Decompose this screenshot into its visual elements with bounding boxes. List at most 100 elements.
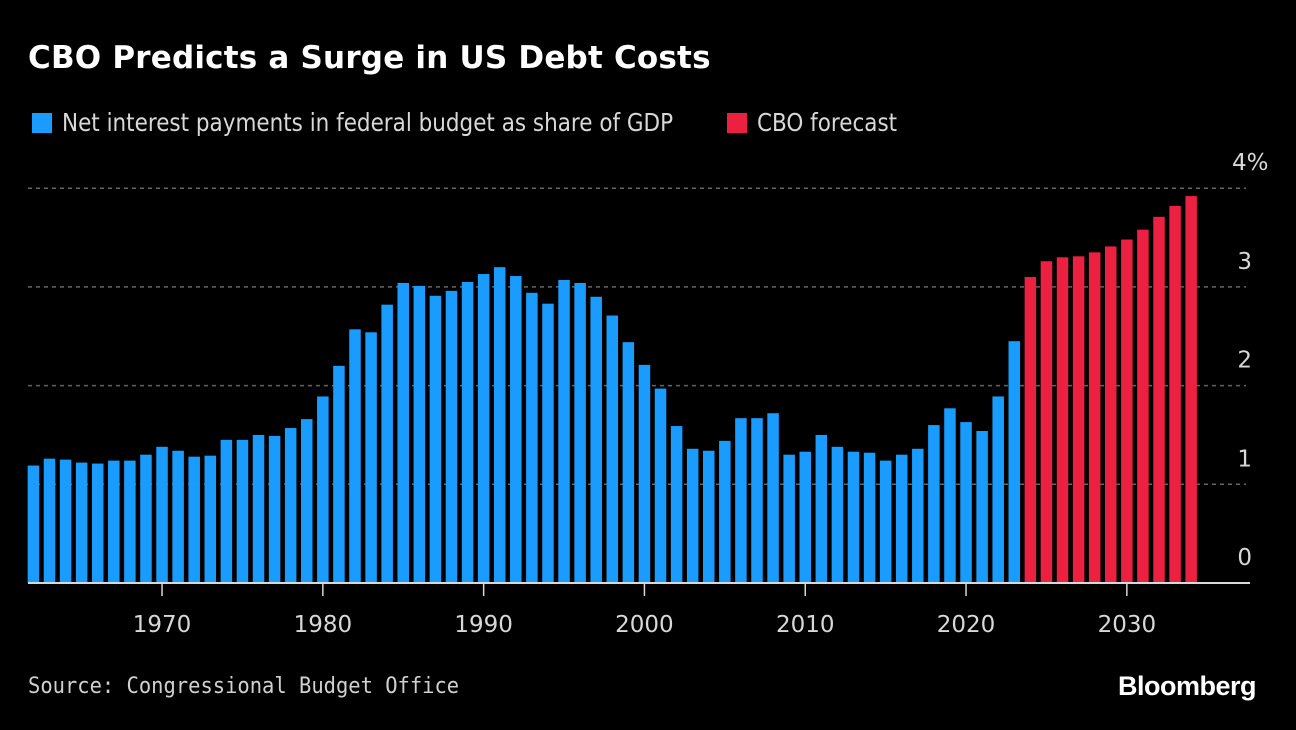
- legend-item-historical: Net interest payments in federal budget …: [32, 108, 773, 137]
- chart-title: CBO Predicts a Surge in US Debt Costs: [28, 40, 711, 76]
- legend: Net interest payments in federal budget …: [32, 108, 937, 137]
- bar-historical-2005: [719, 440, 731, 583]
- bar-historical-1993: [526, 292, 538, 583]
- bar-historical-2012: [831, 446, 844, 583]
- bar-historical-2003: [686, 448, 699, 583]
- bar-historical-2010: [799, 451, 811, 583]
- bar-historical-1973: [204, 455, 217, 583]
- bar-historical-1966: [91, 463, 104, 583]
- bar-forecast-2033: [1169, 205, 1181, 583]
- bar-historical-1984: [381, 304, 393, 583]
- bar-historical-1978: [284, 428, 297, 583]
- bar-historical-1997: [590, 296, 602, 583]
- legend-swatch-forecast: [726, 112, 747, 133]
- bar-forecast-2031: [1137, 229, 1149, 584]
- bar-forecast-2030: [1121, 239, 1133, 584]
- bar-historical-1970: [156, 446, 168, 583]
- y-tick-label-0: 0: [1237, 545, 1252, 571]
- bar-historical-2017: [912, 448, 924, 583]
- bar-historical-2007: [751, 418, 763, 583]
- bar-historical-2019: [944, 408, 956, 583]
- legend-swatch-historical: [32, 112, 52, 133]
- y-tick-label-2: 2: [1237, 348, 1252, 374]
- bar-forecast-2028: [1088, 252, 1101, 584]
- bar-historical-1988: [445, 290, 458, 583]
- bar-historical-1987: [429, 295, 442, 583]
- bar-historical-1975: [236, 439, 249, 583]
- bar-historical-2014: [863, 452, 876, 583]
- bar-historical-1999: [622, 342, 635, 583]
- bar-historical-2021: [976, 431, 988, 583]
- bar-historical-2020: [960, 422, 972, 583]
- bar-historical-2022: [992, 396, 1004, 583]
- bar-historical-2011: [815, 434, 828, 583]
- bar-historical-1996: [574, 282, 586, 583]
- bar-historical-1974: [220, 439, 233, 583]
- x-axis: [28, 582, 1250, 596]
- bar-historical-2013: [847, 451, 860, 583]
- bar-forecast-2032: [1153, 216, 1165, 583]
- y-tick-label-1: 1: [1237, 446, 1252, 472]
- bar-forecast-2034: [1185, 196, 1197, 583]
- bar-historical-1982: [349, 329, 361, 583]
- bar-historical-2015: [879, 460, 892, 583]
- bar-historical-1985: [397, 282, 409, 583]
- bar-historical-2006: [735, 418, 747, 583]
- bar-historical-1976: [252, 434, 265, 583]
- bar-historical-1994: [542, 303, 554, 583]
- x-axis-labels: 1970 1980 1990 2000 2010 2020 2030: [133, 612, 1156, 638]
- bar-historical-1983: [365, 332, 377, 583]
- bar-historical-1979: [301, 419, 313, 583]
- legend-label-forecast: CBO forecast: [756, 108, 897, 137]
- x-tick-label-2010: 2010: [776, 612, 835, 638]
- bar-historical-1962: [27, 465, 40, 583]
- bar-historical-2023: [1008, 341, 1021, 583]
- bar-historical-2001: [654, 388, 667, 583]
- bar-historical-1963: [43, 458, 56, 583]
- bar-historical-2002: [670, 426, 683, 583]
- bar-forecast-2024: [1024, 277, 1037, 583]
- bar-historical-2016: [895, 454, 908, 583]
- bar-historical-1980: [317, 396, 329, 583]
- bloomberg-logo: Bloomberg: [1117, 671, 1257, 701]
- bar-historical-2009: [783, 454, 795, 583]
- y-tick-label-3: 3: [1237, 249, 1252, 275]
- bar-historical-1972: [188, 456, 200, 583]
- bar-historical-2004: [703, 450, 715, 583]
- bar-historical-2000: [638, 364, 651, 583]
- bar-forecast-2027: [1072, 256, 1085, 583]
- x-tick-label-2030: 2030: [1098, 612, 1157, 638]
- bar-historical-1990: [477, 274, 490, 583]
- bar-historical-1989: [461, 281, 474, 583]
- x-tick-label-1990: 1990: [454, 612, 513, 638]
- x-tick-label-2020: 2020: [937, 612, 996, 638]
- x-tick-label-1980: 1980: [294, 612, 353, 638]
- legend-item-forecast: CBO forecast: [726, 108, 920, 137]
- bar-historical-1964: [59, 459, 72, 583]
- bar-historical-1992: [510, 276, 522, 583]
- bar-forecast-2029: [1105, 246, 1117, 584]
- source-note: Source: Congressional Budget Office: [28, 674, 460, 699]
- bar-historical-1967: [108, 460, 120, 583]
- bar-historical-1986: [413, 285, 426, 583]
- bars: [27, 196, 1197, 584]
- bar-historical-1971: [172, 450, 184, 583]
- bar-historical-1969: [140, 454, 152, 583]
- bar-historical-1998: [606, 315, 619, 583]
- bar-historical-1977: [268, 435, 281, 583]
- bar-historical-1965: [75, 462, 88, 583]
- bar-forecast-2026: [1056, 257, 1069, 583]
- bar-historical-1995: [558, 279, 570, 583]
- bar-historical-1981: [333, 365, 345, 583]
- x-tick-label-2000: 2000: [615, 612, 674, 638]
- x-tick-label-1970: 1970: [133, 612, 192, 638]
- legend-label-historical: Net interest payments in federal budget …: [62, 108, 674, 137]
- bar-historical-2018: [928, 425, 940, 583]
- bar-forecast-2025: [1040, 261, 1053, 583]
- bar-historical-2008: [767, 413, 779, 583]
- bar-historical-1991: [493, 267, 506, 583]
- y-tick-label-4: 4%: [1232, 150, 1269, 176]
- y-axis-labels: 0 1 2 3 4%: [1232, 150, 1269, 571]
- bar-historical-1968: [124, 460, 136, 583]
